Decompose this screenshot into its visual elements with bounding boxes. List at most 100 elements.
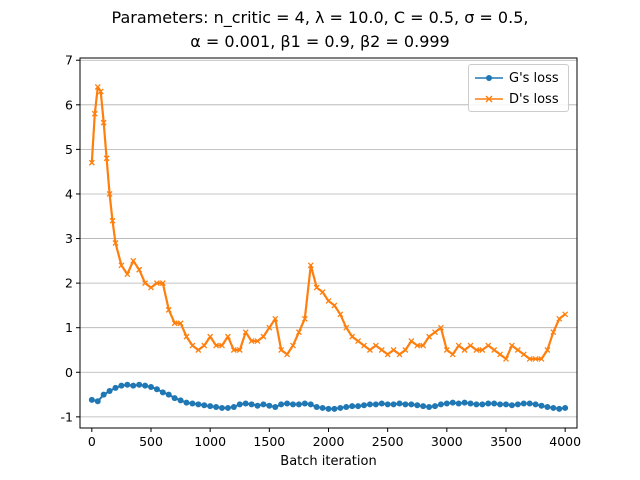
d-loss-point xyxy=(177,320,184,327)
g-loss-point xyxy=(171,395,178,402)
g-loss-point xyxy=(372,401,379,408)
d-loss-point xyxy=(485,342,492,349)
g-loss-point xyxy=(378,400,385,407)
g-loss-point xyxy=(503,401,509,408)
g-loss-point xyxy=(331,405,338,412)
g-loss-point xyxy=(94,398,101,405)
d-loss-point xyxy=(562,311,569,318)
g-loss-point xyxy=(384,401,391,408)
d-loss-point xyxy=(106,191,113,197)
d-loss-point xyxy=(508,342,515,349)
legend-item-g: G's loss xyxy=(475,68,559,88)
g-loss-point xyxy=(455,400,462,407)
g-loss-point xyxy=(254,402,261,409)
ticks: -1 0 1 2 3 4 5 6 7 0 500 1000 1500 2000 2500 3000 3500 40… xyxy=(61,53,582,449)
g-loss-point xyxy=(236,401,243,408)
d-loss-point xyxy=(224,333,231,340)
d-loss-point xyxy=(112,240,119,246)
d-loss-point xyxy=(532,355,539,362)
d-loss-point xyxy=(355,338,362,345)
d-loss-point xyxy=(432,329,438,336)
d-loss-point xyxy=(366,347,373,353)
g-loss-point xyxy=(153,386,160,393)
d-loss-point xyxy=(171,320,178,327)
d-loss-point xyxy=(118,262,125,269)
g-loss-point xyxy=(562,404,569,411)
series-line-d xyxy=(90,85,566,360)
d-loss-point xyxy=(248,338,255,345)
y-tick-label: -1 xyxy=(61,409,73,424)
g-loss-point xyxy=(130,382,137,389)
g-loss-point xyxy=(473,401,480,408)
y-tick-label: 6 xyxy=(65,97,73,112)
legend-d-label: D's loss xyxy=(509,91,559,107)
g-loss-point xyxy=(479,401,486,408)
d-loss-point xyxy=(343,324,350,331)
d-loss-point xyxy=(142,280,149,287)
grid xyxy=(80,59,577,418)
x-axis-label: Batch iteration xyxy=(280,454,377,469)
g-loss-point xyxy=(491,400,498,407)
g-loss-point xyxy=(100,391,107,398)
g-loss-point xyxy=(408,401,415,408)
g-loss-point xyxy=(165,391,172,398)
d-loss-point xyxy=(242,329,249,336)
legend-g-marker xyxy=(475,75,503,81)
d-loss-point xyxy=(479,347,486,353)
g-loss-point xyxy=(544,404,551,411)
g-loss-point xyxy=(88,396,95,403)
g-loss-point xyxy=(396,400,403,407)
g-loss-point xyxy=(242,400,249,407)
g-loss-point xyxy=(124,381,131,388)
g-loss-point xyxy=(307,401,314,408)
chart-title-line-2: α = 0.001, β1 = 0.9, β2 = 0.999 xyxy=(190,32,450,51)
d-loss-point xyxy=(124,271,131,278)
legend-item-d: D's loss xyxy=(475,89,559,109)
d-loss-point xyxy=(103,155,110,162)
g-loss-point xyxy=(449,399,456,406)
y-tick-label: 7 xyxy=(65,53,73,68)
d-loss-point xyxy=(307,262,314,269)
g-loss-point xyxy=(301,400,308,407)
g-loss-point xyxy=(467,400,474,407)
d-loss-point xyxy=(230,347,237,353)
x-tick-label: 2500 xyxy=(372,434,404,449)
x-tick-label: 4000 xyxy=(549,434,581,449)
g-loss-point xyxy=(437,401,444,408)
d-loss-point xyxy=(497,351,504,358)
d-loss-point xyxy=(284,351,291,358)
d-loss-point xyxy=(97,88,104,95)
d-loss-point xyxy=(236,347,243,353)
g-loss-point xyxy=(177,397,184,404)
d-loss-point xyxy=(254,338,261,345)
d-loss-point xyxy=(514,347,521,353)
d-loss-point xyxy=(349,333,356,340)
g-loss-point xyxy=(390,401,397,408)
g-loss-point xyxy=(550,404,557,411)
g-loss-point xyxy=(538,402,545,409)
g-loss-point xyxy=(213,404,220,411)
d-loss-point xyxy=(414,342,421,349)
x-tick-label: 1500 xyxy=(253,434,285,449)
d-loss-point xyxy=(213,342,220,349)
d-loss-point xyxy=(100,119,107,126)
y-tick-label: 5 xyxy=(65,142,73,157)
d-loss-point xyxy=(378,347,385,353)
d-loss-point xyxy=(331,302,338,309)
d-loss-point xyxy=(443,347,450,353)
y-tick-label: 1 xyxy=(65,320,73,335)
g-loss-point xyxy=(142,382,149,389)
d-loss-point xyxy=(295,329,302,336)
g-loss-point xyxy=(106,388,113,394)
d-loss-point xyxy=(148,284,154,291)
d-loss-point xyxy=(396,351,403,358)
g-loss-point xyxy=(224,404,231,411)
g-loss-point xyxy=(520,400,527,407)
g-loss-point xyxy=(532,401,539,408)
x-tick-label: 0 xyxy=(88,434,96,449)
g-loss-point xyxy=(313,404,320,411)
legend: G's loss D's loss xyxy=(468,64,569,112)
d-loss-point xyxy=(165,306,172,313)
x-tick-label: 3500 xyxy=(490,434,522,449)
d-loss-point xyxy=(372,342,379,349)
